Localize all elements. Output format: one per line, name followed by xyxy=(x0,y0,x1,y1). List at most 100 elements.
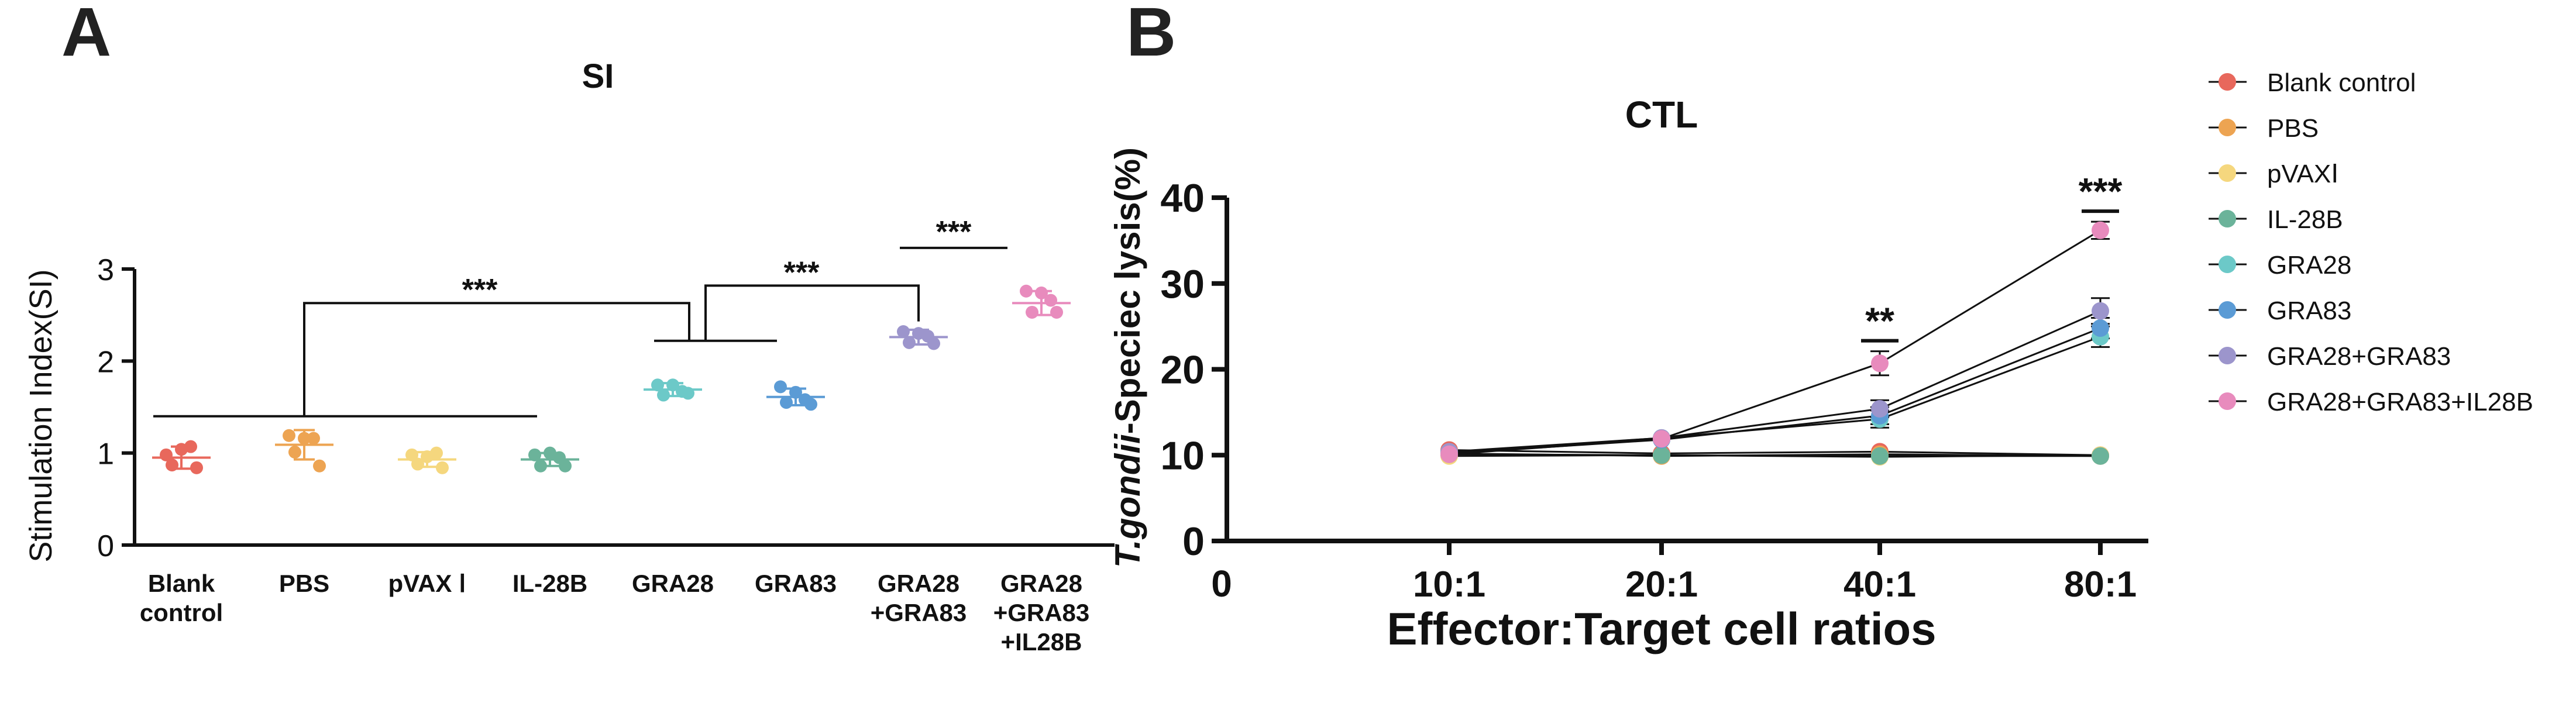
si-x-tick-label: Blank xyxy=(148,570,215,597)
si-data-point xyxy=(298,432,311,445)
ctl-sig-stars: *** xyxy=(2079,170,2123,212)
si-data-point xyxy=(897,325,910,338)
ctl-x-tick-label: 80:1 xyxy=(2064,564,2137,605)
si-sig-stars: *** xyxy=(462,273,498,307)
ctl-x-axis-label: Effector:Target cell ratios xyxy=(1387,603,1936,654)
si-data-point xyxy=(436,461,449,474)
si-data-point xyxy=(190,461,203,474)
legend-marker xyxy=(2219,392,2236,410)
si-data-point xyxy=(927,337,940,350)
si-x-tick-label: GRA28 xyxy=(1000,570,1082,597)
si-sig-bracket xyxy=(704,284,920,341)
ctl-legend: Blank control PBS pVAXⅠ IL-28B GRA28 GRA83 GRA… xyxy=(2209,68,2533,416)
ctl-x-tick-label: 10:1 xyxy=(1413,564,1485,605)
panel-b-label: B xyxy=(1126,0,1176,71)
si-data-point xyxy=(1020,284,1033,298)
si-data-point xyxy=(666,378,679,392)
legend-entry-label: Blank control xyxy=(2267,68,2416,97)
ctl-data-point xyxy=(1871,400,1889,418)
si-data-point xyxy=(559,459,572,473)
ctl-data-point xyxy=(1871,354,1889,373)
si-y-tick-label: 1 xyxy=(97,437,114,471)
si-data-point xyxy=(405,448,418,461)
si-y-tick-label: 2 xyxy=(97,345,114,379)
panel-a-label: A xyxy=(61,0,111,71)
si-chart-title: SI xyxy=(582,57,614,95)
ctl-data-point xyxy=(2092,447,2109,465)
si-data-point xyxy=(1026,305,1038,319)
legend-entry-label: IL-28B xyxy=(2267,205,2343,234)
ctl-x-tick-label: 20:1 xyxy=(1625,564,1698,605)
ctl-chart: CTL 0 10 20 30 40 0 10:1 20:1 40:1 80:1 Effector:Ta… xyxy=(1108,94,2148,654)
si-data-point xyxy=(528,448,541,461)
ctl-series-line xyxy=(1449,310,2101,453)
si-data-point xyxy=(1050,305,1063,319)
legend-entry-label: GRA28 xyxy=(2267,251,2351,280)
si-data-point xyxy=(288,446,301,459)
legend-marker xyxy=(2219,119,2236,136)
si-data-point xyxy=(903,336,916,349)
ctl-chart-title: CTL xyxy=(1625,94,1698,136)
legend-entry-label: GRA28+GRA83+IL28B xyxy=(2267,388,2533,416)
legend-entry-label: GRA83 xyxy=(2267,297,2351,325)
ctl-series-line xyxy=(1449,449,2101,456)
si-y-axis-label: Stimulation Index(SI) xyxy=(23,269,59,562)
si-data-point xyxy=(651,378,664,392)
si-data-point xyxy=(421,450,434,463)
ctl-y-tick-label: 20 xyxy=(1160,348,1205,392)
legend-entry-label: GRA28+GRA83 xyxy=(2267,342,2451,371)
si-data-point xyxy=(283,429,295,442)
si-x-tick-label: IL-28B xyxy=(513,570,587,597)
si-sig-bracket xyxy=(303,302,690,416)
ctl-y-axis-label-rest: -Speciec lysis(%) xyxy=(1108,147,1147,434)
legend-marker xyxy=(2219,210,2236,227)
legend-entry-label: PBS xyxy=(2267,114,2319,143)
ctl-y-axis-label-italic: T.gondii xyxy=(1108,433,1147,568)
si-data-point xyxy=(774,380,787,394)
ctl-data-point xyxy=(2092,319,2109,337)
ctl-y-tick-label: 30 xyxy=(1160,262,1205,306)
si-x-tick-label: GRA28 xyxy=(878,570,959,597)
ctl-origin-label: 0 xyxy=(1211,563,1232,605)
ctl-y-tick-label: 40 xyxy=(1160,176,1205,220)
si-sig-stars: *** xyxy=(936,215,972,249)
si-x-tick-label: control xyxy=(140,599,223,626)
si-data-point xyxy=(307,432,320,445)
ctl-data-point xyxy=(1440,445,1458,463)
si-data-point xyxy=(166,459,178,472)
si-data-point xyxy=(313,459,326,473)
ctl-y-tick-label: 0 xyxy=(1182,519,1205,564)
si-x-tick-label: +IL28B xyxy=(1001,628,1082,656)
si-x-tick-label: GRA28 xyxy=(632,570,714,597)
legend-marker xyxy=(2219,73,2236,91)
si-x-tick-label: +GRA83 xyxy=(993,599,1090,626)
si-data-point xyxy=(1035,286,1048,299)
ctl-data-point xyxy=(2092,302,2109,320)
ctl-y-axis-label: T.gondii-Speciec lysis(%) xyxy=(1108,147,1147,568)
ctl-series-line xyxy=(1449,229,2101,456)
si-x-tick-label: pVAX Ⅰ xyxy=(388,570,466,597)
ctl-y-tick-label: 10 xyxy=(1160,433,1205,478)
ctl-data-point xyxy=(1653,430,1670,448)
si-data-point xyxy=(657,388,670,402)
ctl-sig-stars: ** xyxy=(1865,300,1894,342)
si-x-tick-label: PBS xyxy=(279,570,329,597)
ctl-x-tick-label: 40:1 xyxy=(1844,564,1916,605)
legend-marker xyxy=(2219,301,2236,319)
si-x-tick-label: GRA83 xyxy=(755,570,837,597)
legend-marker xyxy=(2219,347,2236,364)
si-data-point xyxy=(789,385,802,399)
si-data-point xyxy=(544,446,556,460)
ctl-data-point xyxy=(2092,221,2109,239)
si-data-point xyxy=(780,396,793,409)
legend-entry-label: pVAXⅠ xyxy=(2267,160,2338,188)
si-data-point xyxy=(1044,294,1057,307)
legend-marker xyxy=(2219,256,2236,273)
legend-marker xyxy=(2219,164,2236,182)
si-data-point xyxy=(175,443,188,456)
si-sig-stars: *** xyxy=(784,256,820,289)
ctl-series-line xyxy=(1449,327,2101,454)
ctl-data-point xyxy=(1871,447,1889,465)
